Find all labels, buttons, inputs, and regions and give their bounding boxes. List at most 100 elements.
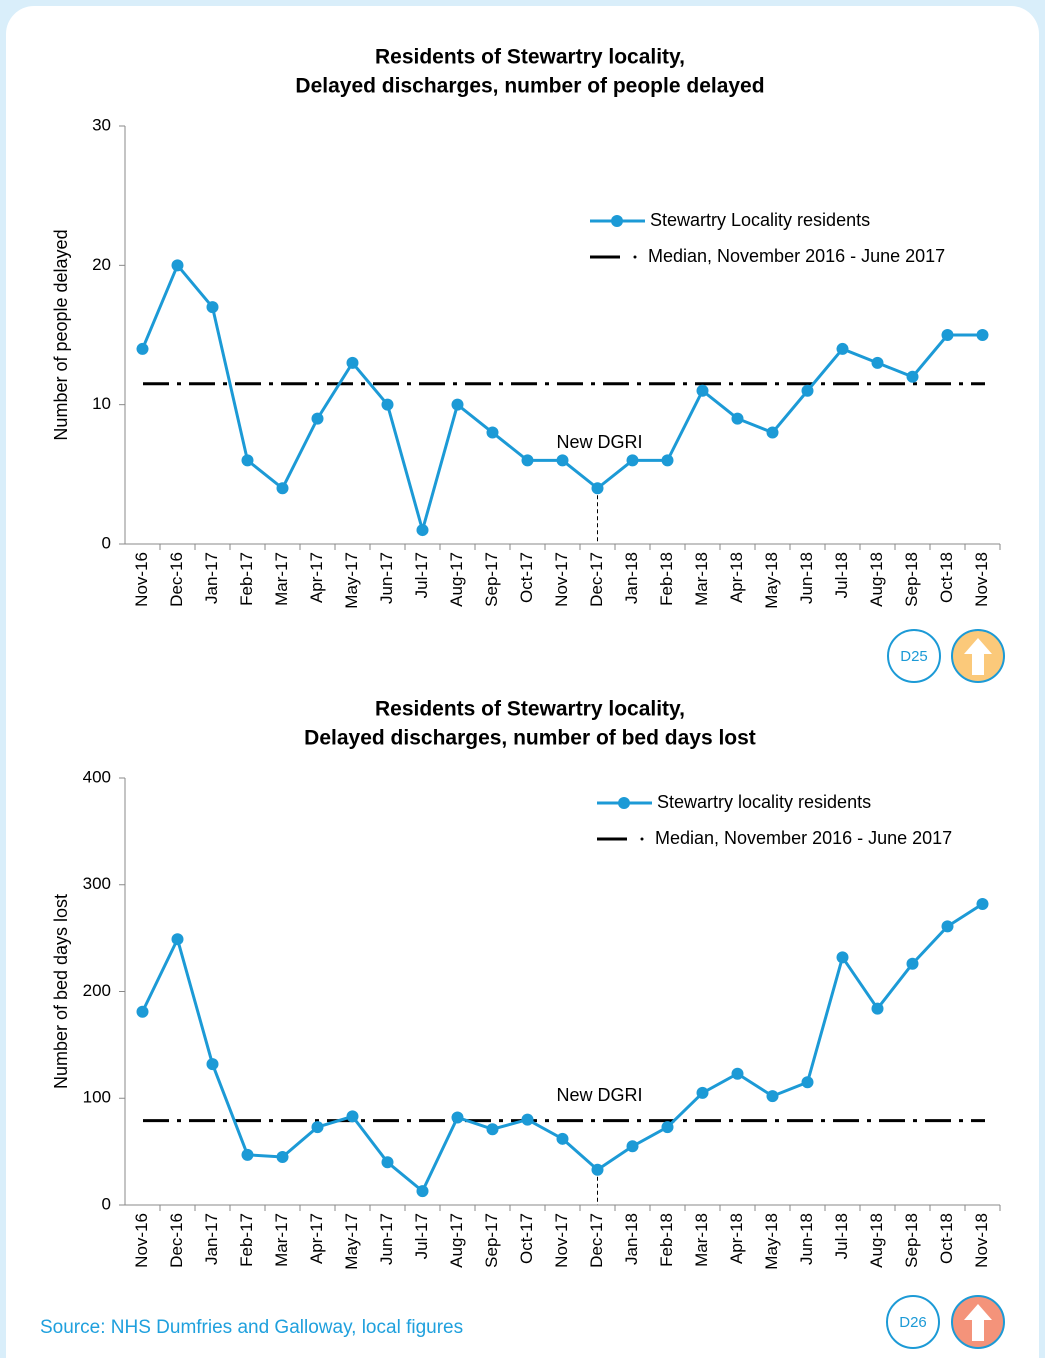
point xyxy=(206,301,219,314)
point xyxy=(731,412,744,425)
x-tick-label: Mar-17 xyxy=(272,552,291,606)
y-tick-label: 100 xyxy=(83,1088,111,1107)
point xyxy=(381,1156,394,1169)
x-tick-label: May-17 xyxy=(342,1213,361,1270)
annotation: New DGRI xyxy=(556,1085,642,1105)
point xyxy=(906,957,919,970)
panel xyxy=(6,6,1039,1358)
y-tick-label: 200 xyxy=(83,981,111,1000)
x-tick-label: Sep-17 xyxy=(482,552,501,607)
point xyxy=(976,897,989,910)
x-tick-label: Feb-17 xyxy=(237,1213,256,1267)
x-tick-label: Jul-18 xyxy=(832,552,851,598)
point xyxy=(661,454,674,467)
x-tick-label: Nov-16 xyxy=(132,552,151,607)
annotation: New DGRI xyxy=(556,432,642,452)
point xyxy=(696,384,709,397)
x-tick-label: Jun-18 xyxy=(797,1213,816,1265)
point xyxy=(906,370,919,383)
point xyxy=(381,398,394,411)
point xyxy=(136,342,149,355)
point xyxy=(276,1150,289,1163)
x-tick-label: Aug-18 xyxy=(867,552,886,607)
x-tick-label: Dec-16 xyxy=(167,1213,186,1268)
up-arrow xyxy=(964,1304,992,1341)
series-line xyxy=(141,262,983,536)
point xyxy=(486,426,499,439)
x-tick-label: Apr-17 xyxy=(307,552,326,603)
legend-label: Stewartry locality residents xyxy=(657,792,871,812)
x-tick-label: May-18 xyxy=(762,552,781,609)
x-tick-label: Jul-18 xyxy=(832,1213,851,1259)
point xyxy=(661,1121,674,1134)
x-tick-label: Aug-18 xyxy=(867,1213,886,1268)
legend-label: Median, November 2016 - June 2017 xyxy=(648,246,945,266)
chart-title: Residents of Stewartry locality, xyxy=(375,46,685,69)
point xyxy=(451,398,464,411)
point xyxy=(871,1002,884,1015)
point xyxy=(976,329,989,341)
x-tick-label: Sep-18 xyxy=(902,552,921,607)
y-tick-label: 0 xyxy=(102,1194,111,1213)
x-tick-label: Nov-17 xyxy=(552,1213,571,1268)
x-tick-label: Nov-17 xyxy=(552,552,571,607)
point xyxy=(171,259,184,272)
x-tick-label: Jun-18 xyxy=(797,552,816,604)
point xyxy=(836,342,849,355)
point xyxy=(311,412,324,425)
point xyxy=(591,1163,604,1176)
x-tick-label: Sep-18 xyxy=(902,1213,921,1268)
y-axis-label: Number of people delayed xyxy=(51,229,71,440)
point xyxy=(416,524,429,537)
point xyxy=(766,1090,779,1103)
chart-title: Residents of Stewartry locality, xyxy=(375,698,685,721)
x-tick-label: Dec-16 xyxy=(167,552,186,607)
point xyxy=(941,920,954,933)
badge-2: D26 xyxy=(886,1295,1005,1349)
y-tick-label: 30 xyxy=(92,115,111,134)
badge-label: D26 xyxy=(899,1314,927,1331)
chart-title: Delayed discharges, number of people del… xyxy=(295,75,764,98)
point xyxy=(241,454,254,467)
x-tick-label: Feb-17 xyxy=(237,552,256,606)
point xyxy=(626,1140,639,1153)
point xyxy=(696,1086,709,1099)
point xyxy=(871,356,884,369)
point xyxy=(521,454,534,467)
point xyxy=(241,1148,254,1161)
x-tick-label: Feb-18 xyxy=(657,1213,676,1267)
x-tick-label: Sep-17 xyxy=(482,1213,501,1268)
x-tick-label: Apr-17 xyxy=(307,1213,326,1264)
y-tick-label: 0 xyxy=(102,533,111,552)
x-tick-label: Jan-18 xyxy=(622,1213,641,1265)
point xyxy=(521,1113,534,1126)
y-tick-label: 10 xyxy=(92,394,111,413)
y-tick-label: 20 xyxy=(92,255,111,274)
y-tick-label: 300 xyxy=(83,874,111,893)
legend-marker xyxy=(618,797,630,809)
point xyxy=(766,426,779,439)
legend-label: Stewartry Locality residents xyxy=(650,210,870,230)
x-tick-label: Mar-18 xyxy=(692,1213,711,1267)
badge-1: D25 xyxy=(887,629,1005,683)
point xyxy=(171,933,184,946)
source: Source: NHS Dumfries and Galloway, local… xyxy=(40,1317,463,1338)
x-tick-label: Apr-18 xyxy=(727,552,746,603)
point xyxy=(206,1058,219,1071)
x-tick-label: Dec-17 xyxy=(587,552,606,607)
x-tick-label: May-17 xyxy=(342,552,361,609)
x-tick-label: Jul-17 xyxy=(412,552,431,598)
point xyxy=(836,951,849,964)
point xyxy=(591,482,604,495)
x-tick-label: Oct-17 xyxy=(517,1213,536,1264)
y-axis-label: Number of bed days lost xyxy=(51,894,71,1089)
x-tick-label: Aug-17 xyxy=(447,1213,466,1268)
chart-title: Delayed discharges, number of bed days l… xyxy=(304,727,756,750)
badge-circle xyxy=(887,629,941,683)
y-tick-label: 400 xyxy=(83,767,111,786)
x-tick-label: Mar-17 xyxy=(272,1213,291,1267)
point xyxy=(346,356,359,369)
legend-label: Median, November 2016 - June 2017 xyxy=(655,828,952,848)
